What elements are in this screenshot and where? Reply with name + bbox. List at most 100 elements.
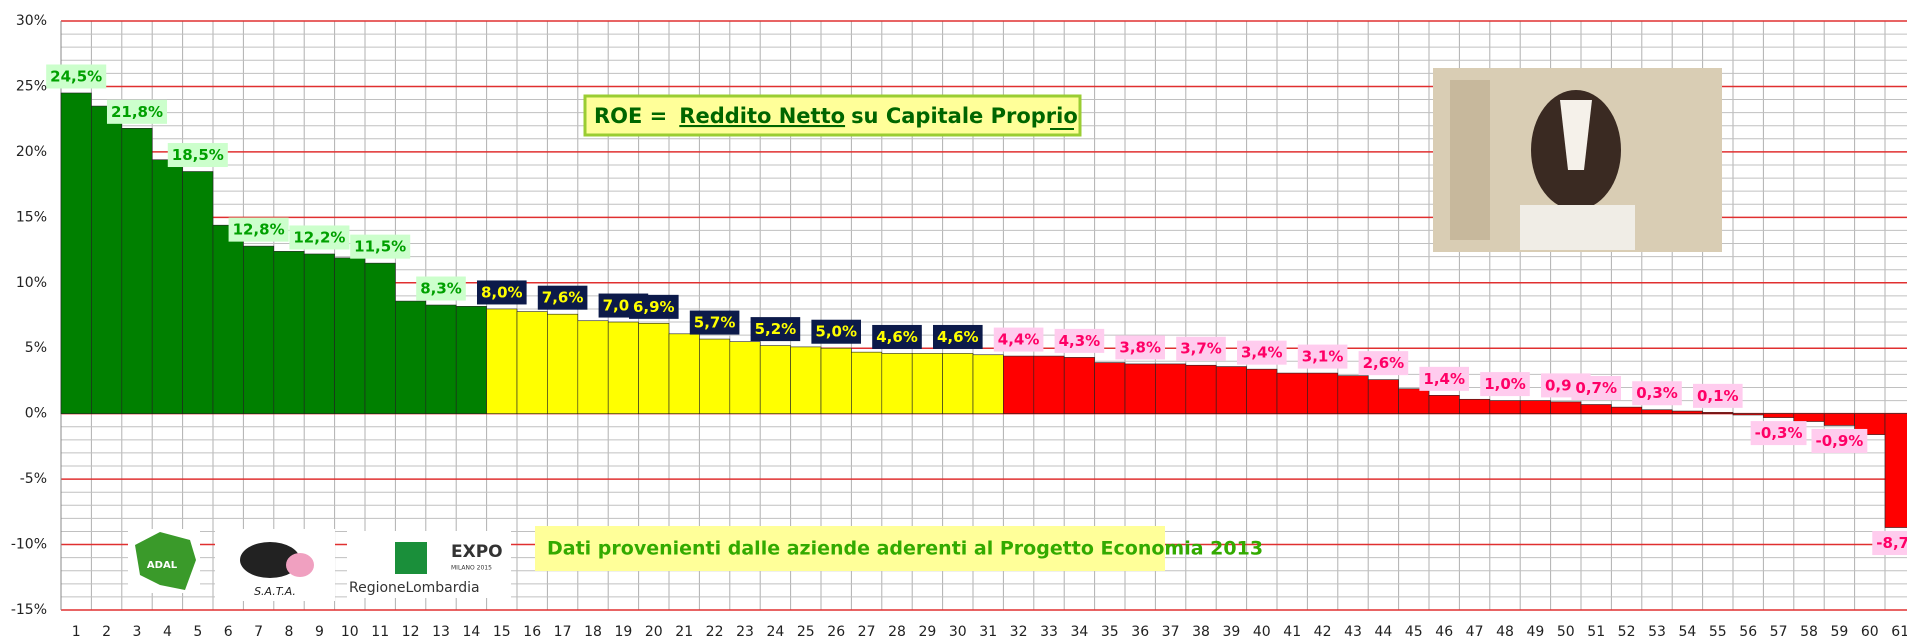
bar (851, 351, 883, 414)
x-tick-label: 6 (224, 624, 233, 640)
x-tick-label: 52 (1618, 624, 1636, 640)
y-tick-label: -5% (20, 471, 47, 487)
logo-text: RegioneLombardia (349, 580, 480, 596)
value-label-bg (1692, 383, 1743, 408)
bar (1641, 409, 1673, 414)
source-bg (535, 526, 1165, 571)
bar (243, 245, 275, 414)
y-tick-label: 10% (16, 275, 47, 291)
roe-part: ROE = (594, 104, 667, 128)
photo (1433, 68, 1722, 252)
bar (212, 224, 244, 414)
roe-box: ROE = Reddito Netto su Capitale Proprio (583, 94, 1082, 137)
x-tick-label: 46 (1435, 624, 1453, 640)
y-tick-label: 20% (16, 144, 47, 160)
y-tick-label: 5% (25, 340, 47, 356)
value-label: 8,0% (481, 283, 523, 301)
value-label-bg (1632, 381, 1682, 406)
bar (1063, 357, 1095, 414)
x-tick-label: 37 (1162, 624, 1180, 640)
bar (1459, 398, 1491, 414)
value-label-bg (46, 64, 107, 89)
y-tick-label: 30% (16, 13, 47, 29)
value-label: 3,8% (1119, 338, 1161, 356)
value-label-bg (1176, 336, 1226, 361)
bar (1276, 372, 1308, 414)
logo-bg (347, 531, 511, 598)
value-label: 12,8% (233, 221, 285, 239)
value-label: 3,7% (1180, 340, 1222, 358)
x-tick-label: 34 (1070, 624, 1088, 640)
value-label: 4,6% (937, 328, 979, 346)
value-label-bg (1750, 421, 1807, 446)
roe-text: ROE = Reddito Netto su Capitale Proprio (594, 104, 1078, 128)
source-note: Dati provenienti dalle aziende aderenti … (547, 538, 1263, 560)
x-tick-label: 57 (1770, 624, 1788, 640)
x-tick-label: 16 (523, 624, 541, 640)
x-tick-label: 49 (1526, 624, 1544, 640)
roe-part: Reddito Netto (679, 104, 845, 128)
x-tick-label: 42 (1314, 624, 1332, 640)
x-tick-label: 13 (432, 624, 450, 640)
value-label-bg (1811, 428, 1868, 453)
x-tick-label: 10 (341, 624, 359, 640)
value-label: 1,4% (1423, 370, 1465, 388)
x-tick-label: 12 (402, 624, 420, 640)
bar (516, 311, 548, 414)
value-label-bg (628, 294, 679, 319)
x-tick-label: 51 (1587, 624, 1605, 640)
value-label: 6,9% (633, 298, 675, 316)
bar (881, 353, 913, 414)
bar (1732, 413, 1764, 416)
bar (60, 92, 92, 414)
value-label-bg (537, 285, 588, 310)
bar (1580, 404, 1612, 414)
x-tick-label: 29 (918, 624, 936, 640)
bar (1215, 366, 1247, 414)
bar (759, 345, 791, 414)
x-tick-label: 18 (584, 624, 602, 640)
labels: 24,5% 21,8% 18,5% 12,8% 12,2% 11,5% 8,3% 8,0% 7,… (46, 64, 1907, 556)
y-tick-label: -15% (11, 602, 47, 618)
value-label: 5,7% (694, 314, 736, 332)
value-label-bg (106, 99, 168, 124)
bar (1033, 355, 1065, 414)
value-label-bg (993, 327, 1044, 352)
bar (1671, 410, 1703, 414)
x-tick-label: 60 (1861, 624, 1879, 640)
x-tick-label: 26 (827, 624, 845, 640)
x-tick-label: 21 (675, 624, 693, 640)
bar (1823, 413, 1855, 426)
x-tick-label: 45 (1405, 624, 1423, 640)
value-label: 11,5% (354, 238, 406, 256)
x-tick-label: 53 (1648, 624, 1666, 640)
x-tick-label: 3 (133, 624, 142, 640)
value-label-bg (1297, 344, 1348, 369)
value-label: -0,3% (1755, 424, 1803, 442)
bar (121, 128, 153, 414)
value-label-bg (228, 217, 289, 242)
bar (1763, 413, 1795, 418)
source-box: Dati provenienti dalle aziende aderenti … (535, 526, 1263, 571)
bar (547, 313, 579, 414)
value-label: 7,6% (542, 289, 584, 307)
x-tick-label: 41 (1283, 624, 1301, 640)
value-label: 3,4% (1241, 344, 1283, 362)
x-tick-label: 33 (1040, 624, 1058, 640)
value-label: 21,8% (111, 103, 163, 121)
logo-text: ADAL (147, 560, 178, 571)
x-tick-label: 58 (1800, 624, 1818, 640)
x-tick-label: 39 (1222, 624, 1240, 640)
value-label-bg (350, 234, 411, 259)
value-label-bg (1236, 340, 1287, 365)
bar (364, 262, 396, 414)
value-label-bg (1480, 372, 1530, 397)
x-tick-label: 50 (1557, 624, 1575, 640)
bar (729, 341, 761, 414)
bar (1793, 413, 1825, 422)
x-tick-label: 22 (706, 624, 724, 640)
value-label-bg (1115, 335, 1166, 360)
logo-regione-mark (395, 542, 427, 574)
value-label-bg (416, 276, 466, 301)
x-tick-label: 9 (315, 624, 324, 640)
